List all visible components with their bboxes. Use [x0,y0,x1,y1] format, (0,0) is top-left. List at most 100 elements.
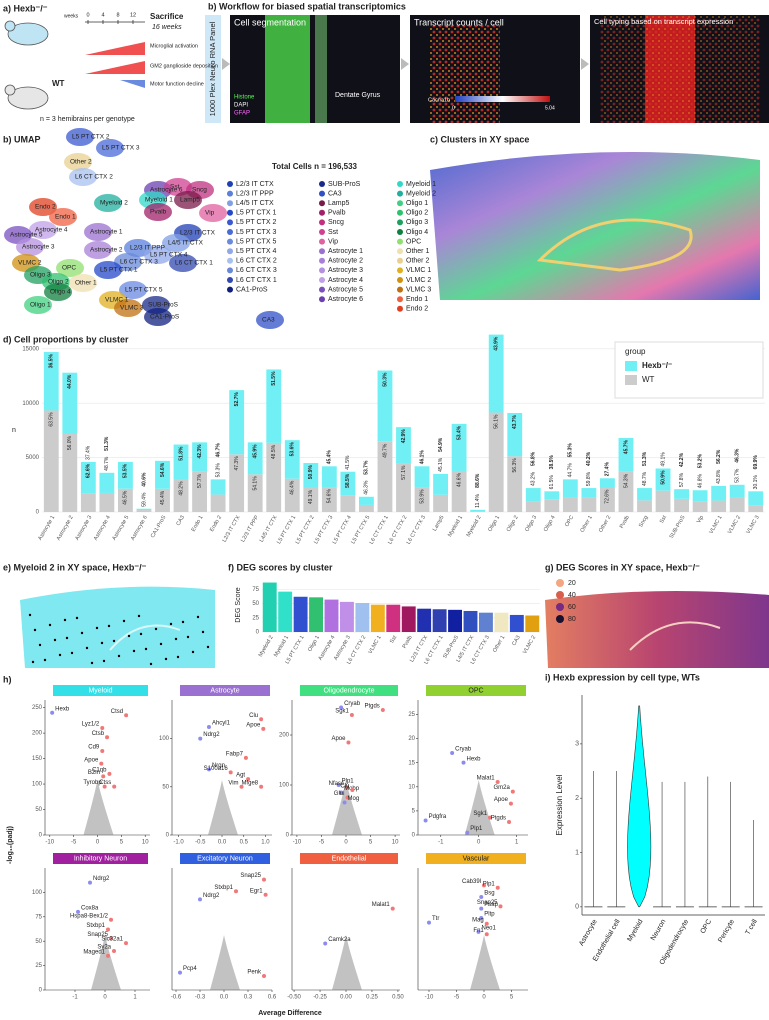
bar-segment [210,479,226,495]
x-tick-label: -10 [293,840,302,846]
x-tick-label: 0.3 [244,995,253,1001]
legend-label: L6 CT CTX 1 [236,277,277,284]
umap-label: L5 PT CTX 3 [102,145,140,152]
bar-segment [303,487,319,512]
bar-label: 50.3% [382,372,388,387]
bar-segment [192,471,207,512]
bar [417,608,432,632]
bar-segment [118,488,133,512]
bar-label: 53.7% [735,468,741,483]
legend-swatch [397,209,403,216]
bar-segment [711,485,727,501]
y-tick-label: 0 [256,630,260,636]
gene-label: Ctss [99,780,111,786]
gene-point [476,929,481,934]
umap-label: OPC [62,265,76,272]
gene-label: Cox8a [81,905,99,911]
x-tick-label: Astrocyte 5 [111,515,130,542]
bar-label: 57.1% [401,465,407,480]
x-tick-label: CA3 [511,635,522,647]
bar-label: 53.9% [419,489,425,504]
phenotype: GM2 ganglioside deposition [150,63,218,69]
bar-label: 49.7% [382,443,388,458]
bar-label: 27.4% [605,462,611,477]
bar-segment [692,490,708,502]
myeloid-cell [196,615,200,619]
gene-label: Apoe [331,736,346,742]
legend-swatch [319,181,325,187]
gene-label: Mag [472,917,484,923]
gene-label: Pltp [484,912,495,918]
gene-point [76,909,80,914]
legend-label: Astrocyte 3 [328,267,363,274]
gene-point [342,800,347,805]
bar-segment [340,471,356,496]
bar-label: 40.6% [141,472,147,487]
x-tick-label: 0.0 [218,840,227,846]
panel-title: c) Clusters in XY space [430,134,529,144]
bar-segment [525,501,541,512]
gene-point [259,717,264,722]
gene-label: Sgk1 [473,811,487,817]
umap-label: Oligo 2 [48,279,69,286]
timepoint: 12 [130,12,136,18]
umap-cluster [94,194,122,212]
y-axis-label: DEG Score [235,587,242,623]
bar-segment [247,474,263,512]
gene-label: Clu [249,713,258,719]
bar-segment [43,352,59,411]
legend-label: 60 [568,604,576,611]
legend-label: L5 PT CTX 1 [236,210,276,217]
x-tick-label: -1 [438,840,444,846]
legend-swatch [397,267,403,274]
legend-swatch [319,267,325,274]
bar-label: 43.8% [716,469,722,484]
bar-segment [192,442,207,472]
y-tick-label: 25 [408,712,415,718]
umap-cluster [114,299,142,317]
bar-segment [173,444,189,480]
myeloid-cell [80,631,84,635]
panel-title-box [53,685,148,696]
gene-point [345,795,350,800]
bar-label: 56.1% [494,414,500,429]
bar-label: 62.6% [86,463,92,478]
x-tick-label: OPC [699,918,713,935]
mouse-icons [4,20,145,110]
myeloid-cell [33,628,37,632]
gene-point [427,920,431,925]
x-tick-label: -0.5 [195,840,206,846]
legend-label: L2/3 IT CTX [236,181,274,188]
bar-segment [692,501,708,512]
umap-label: Astrocyte 4 [35,227,68,234]
bar [386,604,401,632]
legend-label: Sncg [328,219,344,226]
legend-swatch [319,296,325,303]
gene-point [100,748,105,753]
bar-label: 61.5% [549,475,555,490]
y-tick-label: 10 [408,784,415,790]
x-tick-label: 10 [142,840,149,846]
x-tick-label: 1 [515,840,519,846]
x-tick-label: L5 PT CTX 4 [332,515,353,545]
bar-label: 46.4% [290,480,296,495]
bar [509,614,524,632]
x-tick-label: L5 PT CTX 1 [276,515,297,545]
bar-label: 53.3% [215,463,221,478]
bar-label: 46.5% [123,490,129,505]
gene-point [112,948,116,953]
myeloid-cell [132,649,136,653]
gene-point [323,941,328,946]
x-tick-label: 0.25 [366,995,378,1001]
gene-label: Cryab [344,701,361,707]
gene-point [498,904,503,909]
gene-point [350,788,355,792]
legend-label: Astrocyte 5 [328,286,363,293]
x-tick-label: Pvalb [619,515,631,530]
point-cloud [464,780,495,835]
umap-cluster [96,139,124,157]
gene-label: Camk2a [328,937,351,943]
x-tick-label: -1 [72,995,78,1001]
gene-label: Ctsb [92,731,105,737]
legend-swatch [227,267,233,274]
